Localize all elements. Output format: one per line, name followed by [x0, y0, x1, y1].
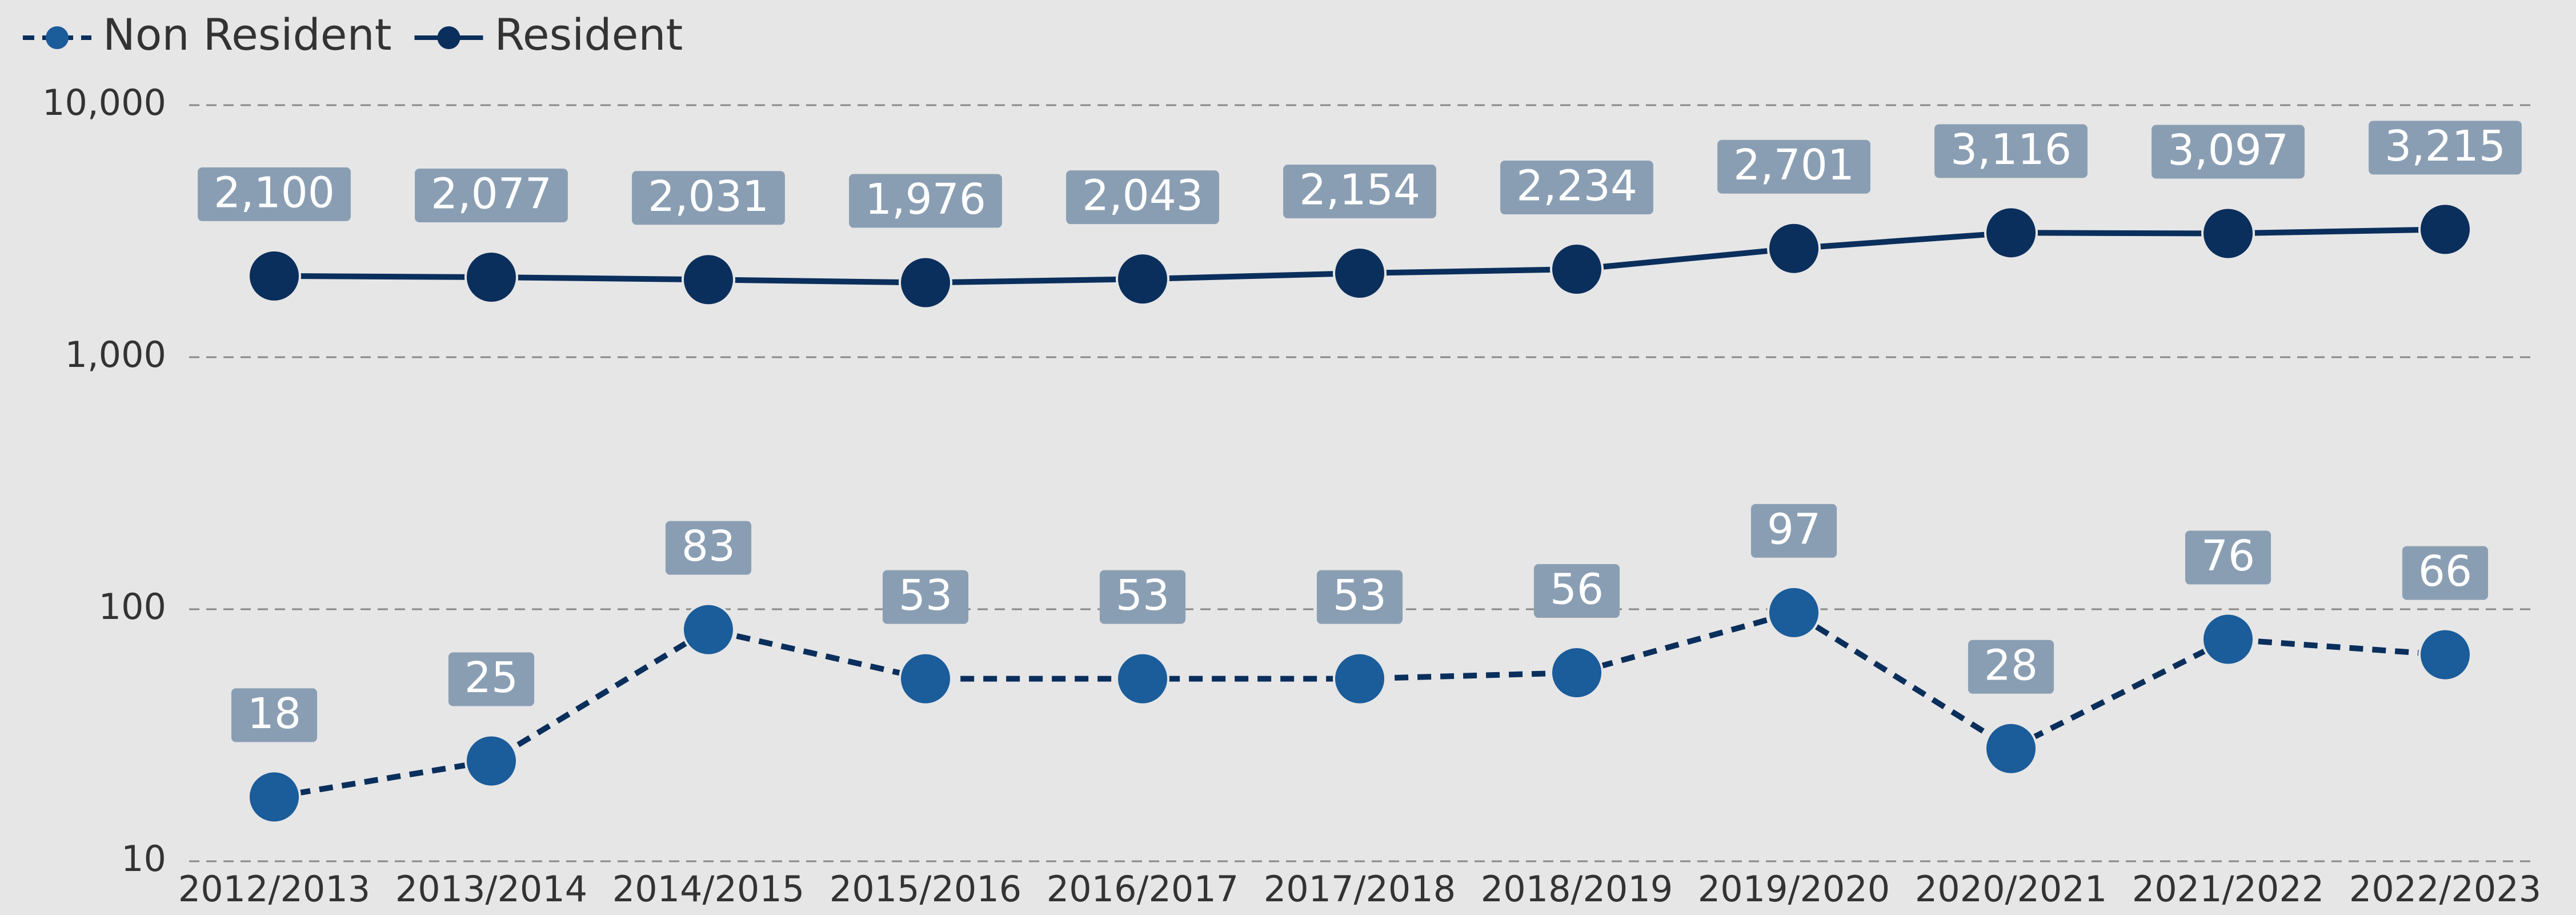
legend-label: Resident	[495, 9, 683, 60]
data-label-box	[882, 570, 969, 624]
y-tick-label: 10	[121, 838, 166, 880]
data-label-box	[1283, 165, 1436, 219]
data-label-box	[415, 169, 568, 223]
data-label: 3,116	[1950, 125, 2072, 174]
x-tick-label: 2022/2023	[2349, 868, 2541, 910]
x-tick-label: 2012/2013	[178, 868, 370, 910]
x-tick-label: 2017/2018	[1264, 868, 1456, 910]
data-label: 53	[899, 571, 952, 620]
x-tick-label: 2021/2022	[2132, 868, 2324, 910]
legend-marker	[46, 26, 69, 49]
marker	[1550, 646, 1604, 700]
marker	[1116, 652, 1169, 706]
data-label-box	[665, 521, 752, 575]
marker	[464, 734, 518, 788]
marker	[1550, 242, 1604, 297]
data-label: 53	[1333, 571, 1387, 620]
data-label: 3,215	[2385, 122, 2506, 171]
data-label: 83	[682, 522, 735, 571]
y-tick-label: 10,000	[42, 82, 166, 123]
marker	[2201, 612, 2255, 666]
data-label-box	[1500, 161, 1653, 215]
data-label: 1,976	[865, 175, 986, 224]
marker	[1333, 652, 1387, 706]
marker	[247, 249, 301, 303]
y-tick-label: 1,000	[65, 334, 167, 375]
data-label-box	[231, 688, 318, 742]
data-label: 18	[247, 689, 301, 738]
data-label-box	[1533, 564, 1620, 618]
marker	[682, 253, 735, 307]
data-label: 56	[1550, 565, 1604, 614]
marker	[1767, 585, 1821, 640]
x-tick-label: 2016/2017	[1047, 868, 1239, 910]
data-label-box	[198, 167, 351, 221]
marker	[247, 770, 301, 824]
data-label-box	[2185, 530, 2271, 585]
marker	[464, 250, 518, 305]
data-label-box	[1750, 504, 1837, 558]
data-label-box	[1968, 640, 2054, 694]
x-tick-label: 2018/2019	[1481, 868, 1673, 910]
marker	[1984, 721, 2038, 776]
data-label-box	[849, 174, 1002, 228]
data-label: 2,077	[431, 170, 552, 219]
data-label-box	[2402, 546, 2489, 600]
data-label: 66	[2418, 547, 2472, 596]
data-label-box	[1717, 139, 1870, 194]
data-label: 25	[464, 653, 518, 702]
data-label: 2,154	[1299, 166, 1420, 215]
marker	[2418, 202, 2472, 257]
marker	[899, 255, 952, 310]
data-label: 2,031	[648, 172, 769, 221]
data-label: 2,234	[1516, 162, 1637, 211]
marker	[2201, 206, 2255, 261]
marker	[1116, 252, 1169, 306]
data-label: 76	[2201, 532, 2255, 581]
marker	[2418, 628, 2472, 682]
marker	[899, 652, 952, 706]
data-label: 2,043	[1082, 171, 1203, 221]
data-label-box	[1099, 570, 1186, 624]
data-label-box	[2369, 121, 2522, 175]
marker	[1984, 206, 2038, 260]
marker	[1767, 221, 1821, 275]
data-label-box	[1316, 570, 1403, 624]
x-tick-label: 2015/2016	[830, 868, 1021, 910]
marker	[682, 602, 735, 657]
data-label-box	[632, 171, 785, 225]
data-label: 28	[1984, 641, 2038, 690]
data-label: 97	[1767, 505, 1821, 554]
marker	[1333, 246, 1387, 301]
data-label-box	[448, 652, 535, 706]
data-label: 2,100	[214, 168, 335, 217]
data-label: 53	[1116, 571, 1169, 620]
data-label: 2,701	[1733, 141, 1854, 190]
data-label-box	[2152, 125, 2305, 179]
data-label-box	[1066, 170, 1219, 225]
y-tick-label: 100	[99, 586, 166, 628]
legend-label: Non Resident	[103, 9, 392, 60]
x-tick-label: 2014/2015	[612, 868, 804, 910]
x-tick-label: 2019/2020	[1698, 868, 1890, 910]
data-label-box	[1934, 124, 2088, 178]
x-tick-label: 2013/2014	[395, 868, 587, 910]
data-label: 3,097	[2168, 126, 2289, 175]
x-tick-label: 2020/2021	[1915, 868, 2107, 910]
legend-marker	[437, 26, 460, 49]
